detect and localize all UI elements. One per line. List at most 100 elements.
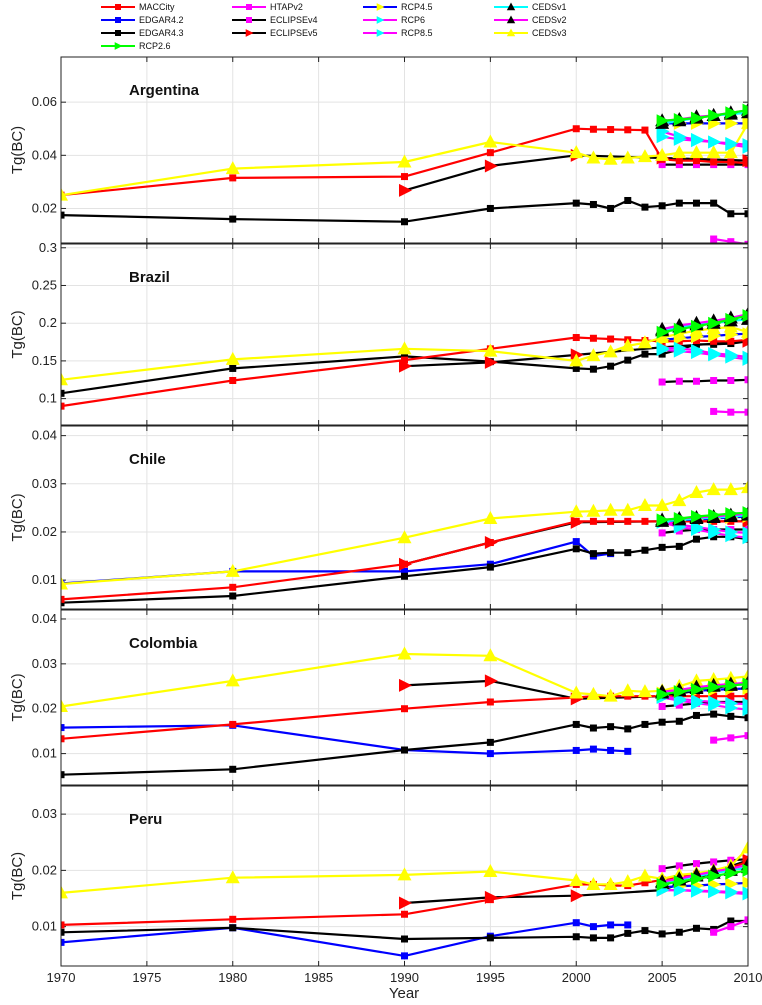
data-point xyxy=(675,717,683,725)
data-point xyxy=(727,210,735,218)
data-point xyxy=(483,343,498,357)
data-point xyxy=(656,130,670,144)
data-point xyxy=(658,529,666,537)
data-point xyxy=(486,698,494,706)
data-point xyxy=(61,724,65,732)
axes-frame xyxy=(60,609,749,786)
y-tick-label: 0.04 xyxy=(32,611,57,626)
data-point xyxy=(586,876,601,890)
data-point xyxy=(607,335,615,343)
data-point xyxy=(572,334,580,342)
data-point xyxy=(637,868,652,882)
data-point xyxy=(641,350,649,358)
data-point xyxy=(569,504,584,518)
data-point xyxy=(675,862,683,870)
y-tick-label: 0.01 xyxy=(32,919,57,934)
data-point xyxy=(229,377,237,385)
data-point xyxy=(692,535,700,543)
legend-item-cedsv2: CEDSv2 xyxy=(494,15,567,25)
panel-title: Colombia xyxy=(129,635,198,652)
x-tick-label: 1990 xyxy=(390,970,419,985)
panel-peru: 0.01 0.02 0.03 1970 1975 1980 1985 1990 1995 2000… xyxy=(9,785,762,985)
legend-marker-eclipsev5 xyxy=(245,29,254,37)
legend-item-maccity: MACCity xyxy=(101,2,175,12)
y-axis-label: Tg(BC) xyxy=(9,852,26,900)
data-point xyxy=(742,309,748,323)
data-point xyxy=(656,687,670,701)
series-htapv2 xyxy=(710,732,748,744)
data-point xyxy=(620,150,635,164)
data-point xyxy=(401,935,408,943)
data-point xyxy=(572,364,580,372)
y-tick-label: 0.02 xyxy=(32,524,57,539)
series-group xyxy=(61,840,748,960)
data-point xyxy=(569,873,584,886)
data-point xyxy=(692,161,700,169)
data-point xyxy=(744,692,748,700)
x-tick-label: 1980 xyxy=(218,970,247,985)
data-point xyxy=(641,879,649,887)
data-point xyxy=(673,694,687,708)
data-point xyxy=(742,103,748,117)
data-point xyxy=(484,355,498,369)
data-point xyxy=(624,747,632,755)
legend-label-rcp2-6: RCP2.6 xyxy=(139,41,171,51)
data-point xyxy=(607,126,615,134)
y-tick-label: 0.2 xyxy=(39,315,57,330)
data-point xyxy=(589,125,597,133)
data-point xyxy=(620,502,635,516)
data-point xyxy=(607,517,615,525)
data-point xyxy=(484,674,498,688)
data-point xyxy=(708,108,722,122)
data-point xyxy=(675,928,683,936)
data-point xyxy=(401,705,408,713)
data-point xyxy=(61,402,65,410)
data-point xyxy=(569,685,584,699)
data-point xyxy=(673,322,687,336)
data-point xyxy=(710,407,718,415)
data-point xyxy=(744,732,748,740)
legend: MACCity EDGAR4.2 EDGAR4.3 RCP2.6 HTAPv2 ECLIP… xyxy=(101,2,567,51)
y-tick-label: 0.3 xyxy=(39,240,57,255)
data-point xyxy=(742,116,748,130)
data-point xyxy=(690,134,704,148)
data-point xyxy=(603,502,618,516)
series-group xyxy=(61,646,748,779)
data-point xyxy=(637,149,652,163)
data-point xyxy=(486,934,494,942)
data-point xyxy=(710,377,718,385)
data-point xyxy=(744,376,748,384)
data-point xyxy=(656,877,670,891)
data-point xyxy=(586,503,601,517)
data-point xyxy=(225,673,240,687)
data-point xyxy=(397,154,412,168)
legend-marker-edgar4-3 xyxy=(115,30,121,36)
x-tick-label: 2010 xyxy=(734,970,762,985)
data-point xyxy=(675,199,683,207)
legend-marker-htapv2 xyxy=(246,4,252,10)
y-tick-label: 0.01 xyxy=(32,746,57,761)
series-group xyxy=(61,306,748,416)
data-point xyxy=(690,872,704,886)
x-tick-label: 2005 xyxy=(648,970,677,985)
y-tick-label: 0.03 xyxy=(32,806,57,821)
data-point xyxy=(658,161,666,169)
data-point xyxy=(725,529,739,543)
legend-item-cedsv3: CEDSv3 xyxy=(494,28,567,38)
data-point xyxy=(690,884,704,898)
legend-item-htapv2: HTAPv2 xyxy=(232,2,303,12)
series-edgar4-3 xyxy=(61,710,748,779)
data-point xyxy=(624,517,632,525)
panel-brazil: 0.1 0.15 0.2 0.25 0.3 Tg(BC) Brazil xyxy=(9,240,749,426)
data-point xyxy=(710,736,718,744)
data-point xyxy=(725,106,739,120)
data-point xyxy=(742,154,748,168)
x-tick-label: 2000 xyxy=(562,970,591,985)
data-point xyxy=(708,316,722,330)
y-tick-label: 0.25 xyxy=(32,277,57,292)
data-point xyxy=(706,145,721,159)
data-point xyxy=(624,549,632,557)
data-point xyxy=(603,876,618,890)
data-point xyxy=(727,734,735,742)
series-eclipsev4 xyxy=(658,376,748,386)
